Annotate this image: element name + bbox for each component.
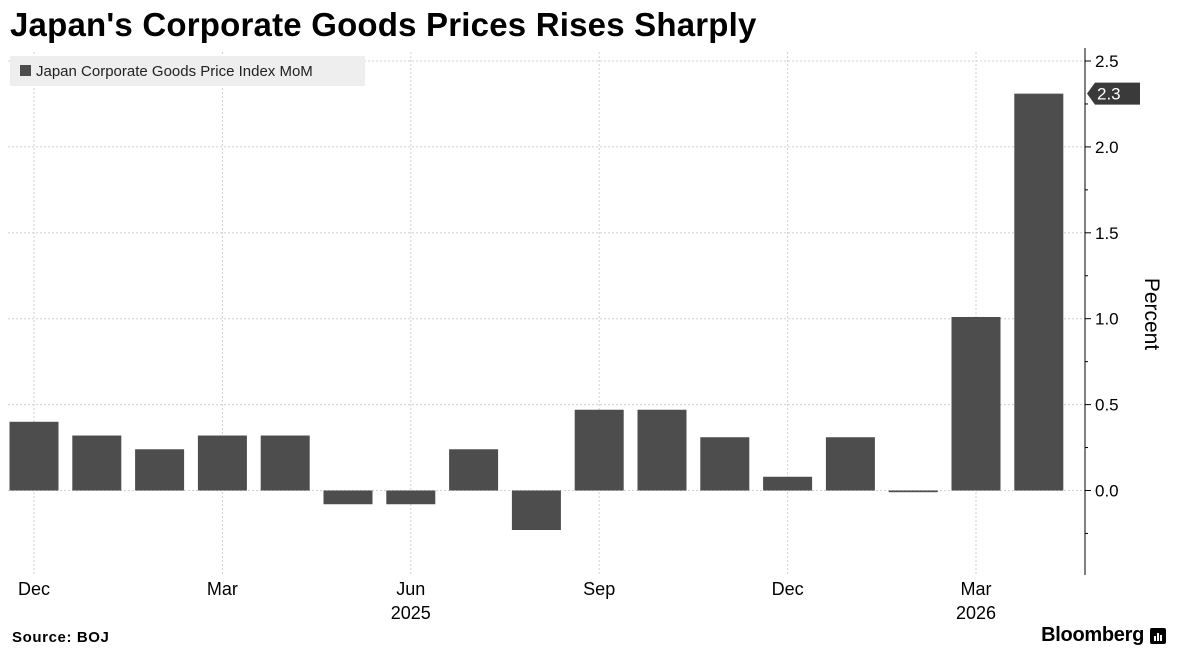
bar — [9, 421, 59, 491]
bar — [449, 449, 499, 491]
vertical-gridlines — [33, 52, 977, 575]
bar — [135, 449, 185, 491]
bar — [574, 409, 624, 491]
callout-label: 2.3 — [1097, 85, 1121, 104]
legend-background — [10, 56, 365, 86]
y-axis-title: Percent — [1140, 278, 1163, 351]
bar — [386, 490, 436, 505]
x-year-label: 2025 — [391, 603, 431, 620]
x-tick-label: Dec — [772, 579, 804, 599]
bars — [9, 93, 1064, 531]
bloomberg-terminal-icon — [1150, 627, 1166, 644]
x-year-label: 2026 — [956, 603, 996, 620]
y-tick-label: 0.0 — [1095, 482, 1119, 501]
bar — [260, 435, 310, 491]
bar — [700, 437, 750, 491]
legend-swatch — [20, 65, 31, 76]
y-tick-label: 1.5 — [1095, 224, 1119, 243]
bar — [951, 316, 1001, 491]
bar — [825, 437, 875, 491]
horizontal-gridlines — [8, 60, 1085, 491]
x-tick-label: Mar — [207, 579, 238, 599]
y-tick-label: 0.5 — [1095, 396, 1119, 415]
bar — [888, 490, 938, 493]
y-tick-label: 2.0 — [1095, 138, 1119, 157]
source-note: Source: BOJ — [12, 629, 110, 646]
y-axis: 2.5 2.0 1.5 1.0 0.5 0.0 2.3 — [1084, 48, 1140, 575]
bar — [197, 435, 247, 491]
brand-name: Bloomberg — [1041, 624, 1144, 646]
x-tick-label: Jun — [396, 579, 425, 599]
x-tick-label: Mar — [961, 579, 992, 599]
bar — [323, 490, 373, 505]
chart-title: Japan's Corporate Goods Prices Rises Sha… — [10, 6, 757, 43]
x-axis-labels: Dec Mar Jun Sep Dec Mar 2025 2026 — [18, 579, 996, 620]
callout-background — [1087, 82, 1140, 105]
bar-chart: 2.5 2.0 1.5 1.0 0.5 0.0 2.3 Dec Mar Jun Sep Dec Mar… — [8, 48, 1163, 620]
y-tick-label: 2.5 — [1095, 52, 1119, 71]
bar — [511, 490, 561, 531]
y-tick-label: 1.0 — [1095, 310, 1119, 329]
x-tick-label: Dec — [18, 579, 50, 599]
bar — [763, 476, 813, 491]
bar — [1014, 93, 1064, 491]
x-tick-label: Sep — [583, 579, 615, 599]
bloomberg-logo: Bloomberg — [1041, 624, 1166, 647]
legend: Japan Corporate Goods Price Index MoM — [10, 56, 365, 86]
bar — [637, 409, 687, 491]
bar — [72, 435, 122, 491]
last-value-callout: 2.3 — [1087, 82, 1140, 105]
legend-label: Japan Corporate Goods Price Index MoM — [36, 63, 313, 80]
